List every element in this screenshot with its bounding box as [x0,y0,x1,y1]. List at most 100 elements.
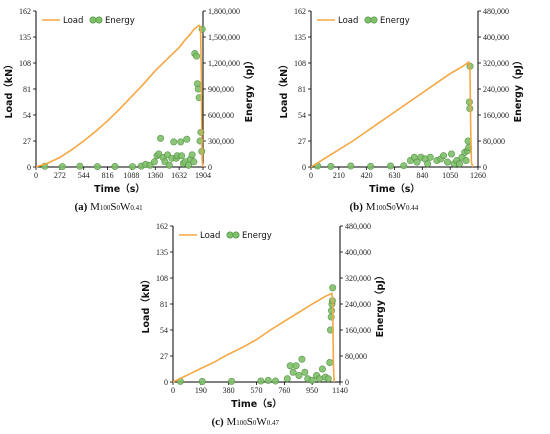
y-axis-right-label: Energy（pJ） [374,271,386,338]
caption-label: (a) [74,201,91,213]
energy-point [183,135,191,143]
energy-point [329,284,337,292]
legend-load-label: Load [63,16,83,26]
caption-subscript: 100 [236,419,247,427]
energy-point [315,375,323,383]
chart-caption: (c) M100S0W0.47 [212,416,280,428]
energy-point [198,378,206,386]
energy-point [387,162,395,170]
x-tick-label: 420 [361,171,373,180]
legend-energy-swatch [232,231,240,239]
energy-point [178,152,186,160]
caption-subscript: 0.47 [266,419,280,427]
y-axis-left-label: Load（kN） [3,59,15,118]
energy-point [257,377,265,385]
legend-energy-label: Energy [105,16,135,26]
legend-energy-swatch [226,231,234,239]
energy-point [328,307,336,315]
energy-point [447,150,455,158]
y-axis-left-label: Load（kN） [140,274,152,333]
chart-svg-b: 0 210 420 630 840 1050 12600275481108135162080… [278,7,524,195]
energy-point [272,377,280,385]
x-tick-label: 210 [333,171,345,180]
y-left-tick-label: 0 [27,163,31,172]
energy-point [301,368,309,376]
energy-point [324,375,332,383]
caption-symbol: S [385,201,393,213]
x-tick-label: 1088 [123,171,139,180]
x-tick-label: 272 [54,171,66,180]
x-tick-label: 0 [309,171,313,180]
energy-point [424,160,432,168]
legend-energy-swatch [364,16,372,24]
x-tick-label: 950 [306,386,318,395]
energy-point [286,362,294,370]
y-right-tick-label: 160,000 [345,326,371,335]
energy-point [455,160,463,168]
y-right-tick-label: 600,000 [208,111,234,120]
legend-load-label: Load [200,231,220,241]
chart-svg-a: 0 272 544 816 1088 1360 1632 190402754811081351… [3,7,255,195]
chart-svg-c: 0 190 380 570 760 950 11400275481108135162080,… [140,222,386,410]
energy-series [176,284,337,386]
y-left-tick-label: 27 [160,352,168,361]
y-right-tick-label: 0 [345,378,349,387]
y-left-tick-label: 27 [23,137,31,146]
energy-point [289,368,297,376]
y-right-tick-label: 480,000 [345,222,371,231]
energy-point [93,163,101,171]
x-tick-label: 760 [278,386,290,395]
chart-b: 0 210 420 630 840 1050 1260 0 27 54 81 108 135 162 0 80… [275,0,550,215]
caption-symbol: W [395,201,406,213]
energy-point [318,365,326,373]
caption-label: (c) [211,416,227,428]
y-left-tick-label: 135 [156,248,168,257]
caption-symbol: M [90,201,100,213]
caption-subscript: 0.44 [406,204,419,212]
energy-point [400,162,408,170]
y-right-tick-label: 0 [483,163,487,172]
y-left-tick-label: 81 [23,85,31,94]
y-axis-left-label: Load（kN） [278,59,290,118]
energy-point [228,377,236,385]
x-tick-label: 630 [389,171,401,180]
y-right-tick-label: 400,000 [483,33,509,42]
y-left-tick-label: 81 [298,85,306,94]
y-left-tick-label: 135 [294,33,306,42]
chart-caption: (a) M100S0W0.41 [75,201,143,213]
y-left-tick-label: 162 [294,7,306,16]
energy-point [367,162,375,170]
energy-point [165,161,173,169]
caption-symbol: S [246,416,253,428]
y-right-tick-label: 160,000 [483,111,509,120]
load-line [35,24,204,168]
energy-point [327,162,335,170]
legend-energy-label: Energy [242,231,272,241]
energy-point [347,162,355,170]
energy-point [170,138,178,146]
x-tick-label: 570 [251,386,263,395]
y-left-tick-label: 54 [298,111,306,120]
y-right-tick-label: 320,000 [345,274,371,283]
caption-symbol: M [226,416,237,428]
caption-label: (b) [349,201,366,213]
caption-subscript: 0.41 [130,204,143,212]
caption-subscript: 0 [392,204,396,212]
y-right-tick-label: 80,000 [483,137,505,146]
energy-point [462,157,470,165]
y-right-tick-label: 900,000 [208,85,234,94]
energy-series [314,62,474,170]
energy-point [76,162,84,170]
y-left-tick-label: 108 [156,274,168,283]
energy-point [444,158,452,166]
y-right-tick-label: 400,000 [345,248,371,257]
y-right-tick-label: 0 [208,163,212,172]
energy-point [465,98,473,106]
energy-point [298,355,306,363]
energy-point [197,128,205,136]
energy-point [193,52,201,60]
y-axis-right-label: Energy（pJ） [243,56,255,123]
y-left-tick-label: 162 [19,7,31,16]
chart-a: 0 272 544 816 1088 1360 1632 1904 0 27 54 81 108 135 1… [0,0,275,215]
energy-point [308,376,316,384]
